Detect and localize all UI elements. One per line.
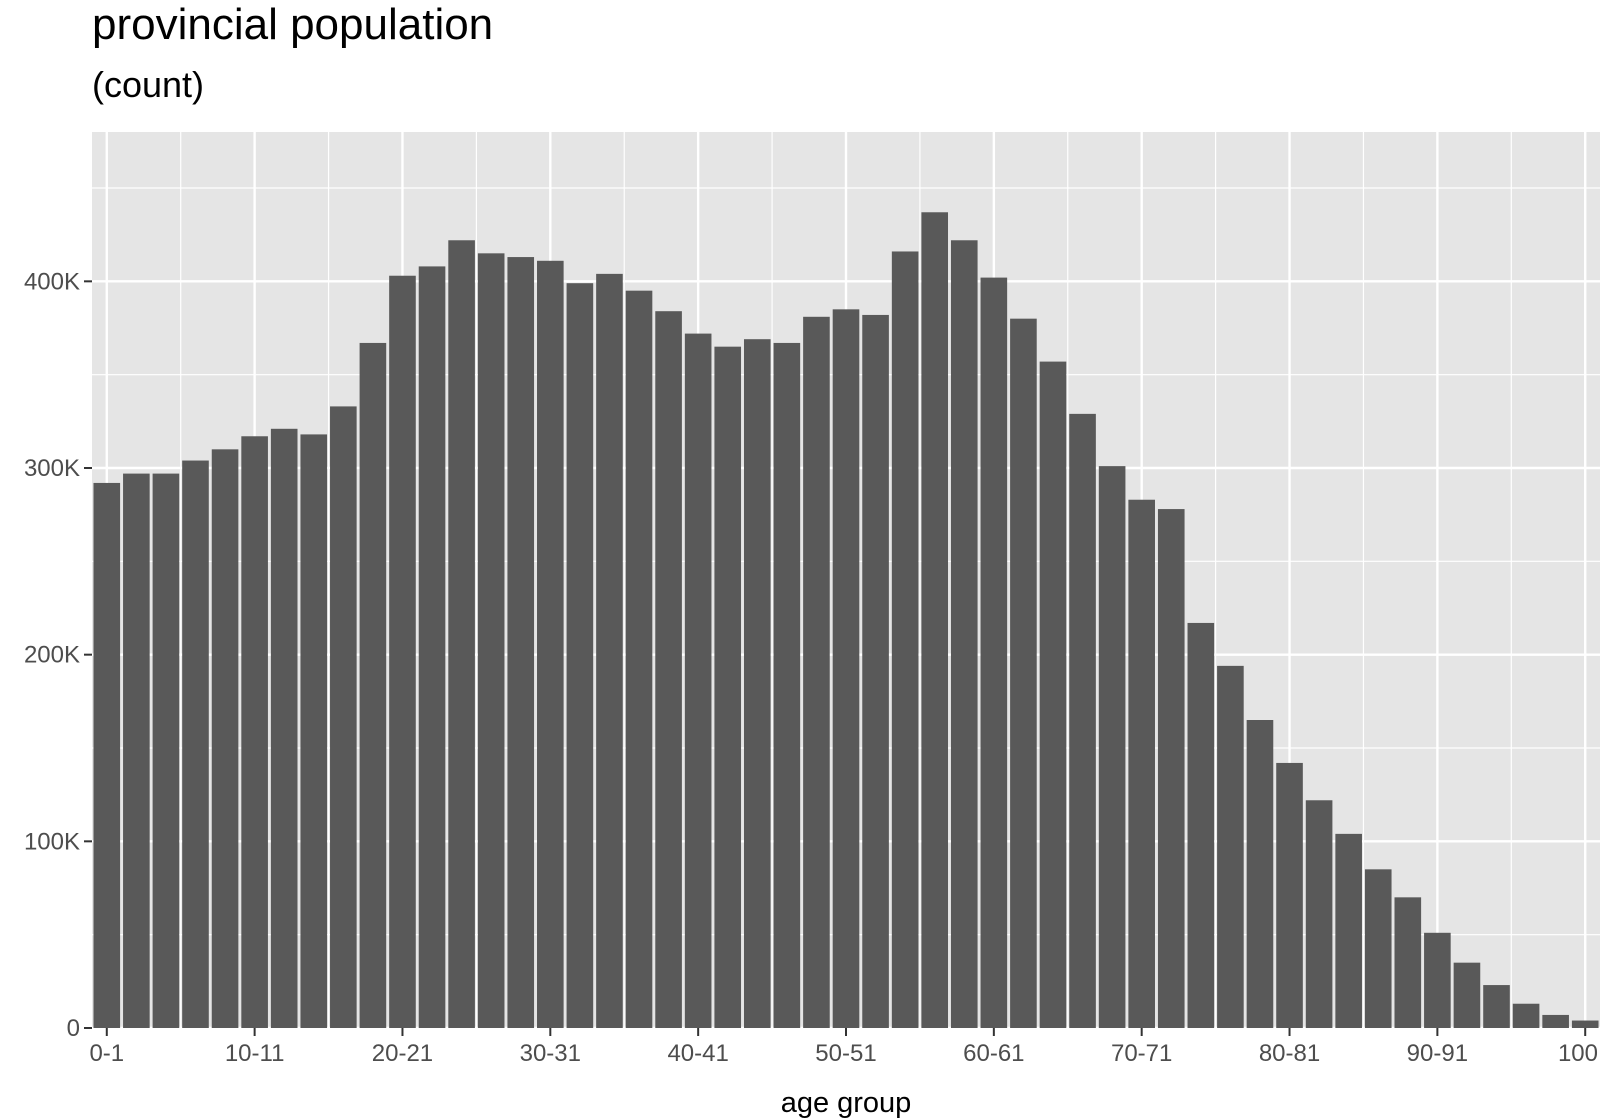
bar-68-69 [1098,466,1126,1029]
bar-98-99 [1542,1014,1569,1028]
bar-96-97 [1512,1003,1540,1028]
bar-82-83 [1305,800,1333,1028]
bar-64-65 [1039,361,1067,1029]
y-axis: 0 100K 200K 300K 400K [24,268,92,1042]
bar-6-7 [182,460,209,1028]
y-tick-label: 300K [24,455,80,482]
bar-78-79 [1246,720,1274,1028]
bar-32-33 [566,283,594,1028]
bar-76-77 [1217,665,1244,1028]
x-tick-label: 80-81 [1259,1040,1320,1067]
bar-62-63 [1010,318,1037,1029]
bar-90-91 [1424,932,1451,1028]
y-tick-label: 400K [24,268,80,295]
bar-74-75 [1187,622,1215,1028]
bar-48-49 [803,316,830,1028]
x-tick-label: 50-51 [815,1040,876,1067]
bar-86-87 [1364,869,1392,1028]
x-tick-label: 10-11 [225,1040,285,1067]
bar-34-35 [596,273,623,1028]
bar-58-59 [950,240,978,1028]
chart-title: provincial population [92,0,494,49]
x-tick-label: 40-41 [667,1040,728,1067]
x-tick-label: 60-61 [963,1040,1024,1067]
y-tick-label: 100K [24,828,80,855]
bar-2-3 [123,473,150,1029]
bar-84-85 [1335,833,1362,1028]
bar-54-55 [891,251,919,1028]
bar-28-29 [507,257,535,1029]
bar-52-53 [862,314,889,1028]
x-tick-label: 20-21 [372,1040,433,1067]
bar-66-67 [1069,413,1096,1028]
bar-100 [1571,1020,1599,1028]
bar-4-5 [152,473,180,1029]
bar-70-71 [1128,499,1155,1028]
bar-72-73 [1157,509,1185,1029]
x-tick-label: 30-31 [520,1040,581,1067]
bars [93,212,1599,1029]
bar-18-19 [359,342,387,1028]
bar-12-13 [270,428,298,1028]
bar-50-51 [832,309,860,1028]
bar-14-15 [300,434,328,1028]
bar-80-81 [1276,762,1303,1028]
bar-56-57 [921,212,949,1028]
x-tick-label: 90-91 [1407,1040,1468,1067]
bar-30-31 [537,260,564,1028]
bar-40-41 [684,333,712,1029]
bar-92-93 [1453,962,1481,1028]
bar-24-25 [448,240,475,1028]
x-tick-label: 70-71 [1111,1040,1172,1067]
y-tick-label: 0 [67,1015,80,1042]
y-tick-label: 200K [24,642,80,669]
bar-8-9 [211,449,239,1028]
x-axis-title: age group [781,1087,912,1119]
chart-subtitle: (count) [92,64,205,105]
bar-20-21 [389,275,416,1028]
bar-26-27 [477,253,505,1029]
bar-60-61 [980,277,1008,1029]
bar-88-89 [1394,897,1422,1028]
bar-36-37 [625,290,653,1029]
bar-38-39 [655,311,682,1028]
bar-94-95 [1483,985,1510,1028]
bar-22-23 [418,266,446,1028]
bar-46-47 [773,342,801,1028]
bar-0-1 [93,482,121,1028]
x-axis: 0-1 10-11 20-21 30-31 40-41 50-51 60-61 70-71 80… [89,1028,1598,1067]
bar-16-17 [330,406,357,1028]
x-tick-label: 100 [1558,1040,1598,1067]
bar-10-11 [241,436,268,1028]
x-tick-label: 0-1 [89,1040,124,1067]
bar-42-43 [714,346,742,1029]
bar-44-45 [743,339,771,1028]
